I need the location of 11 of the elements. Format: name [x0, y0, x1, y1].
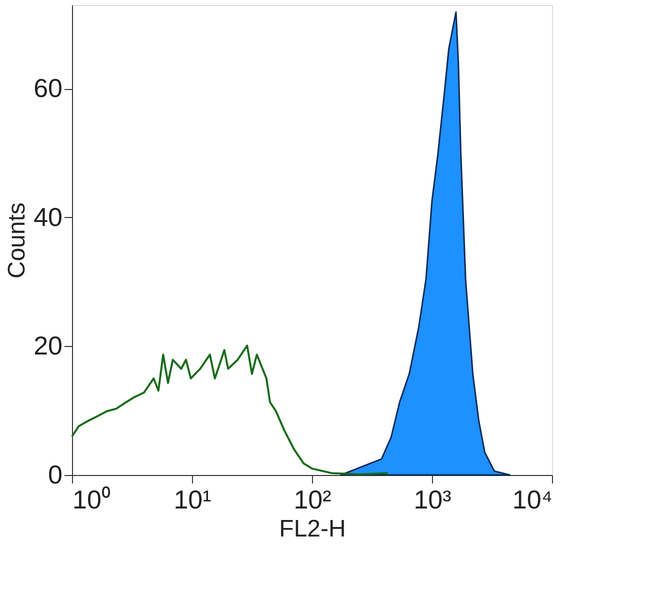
- x-axis-title: FL2-H: [279, 516, 346, 542]
- x-tick-label: 10²: [294, 484, 332, 514]
- y-axis-title: Counts: [4, 202, 31, 279]
- y-tick-label: 40: [34, 202, 62, 232]
- y-tick-label: 20: [34, 330, 62, 361]
- x-tick-label: 10¹: [174, 484, 212, 514]
- x-tick-label: 10⁴: [512, 484, 552, 514]
- x-tick-label: 10³: [414, 484, 452, 514]
- y-tick-label: 60: [34, 73, 62, 104]
- x-tick-label: 10⁰: [72, 484, 110, 514]
- y-tick-label: 0: [48, 460, 62, 490]
